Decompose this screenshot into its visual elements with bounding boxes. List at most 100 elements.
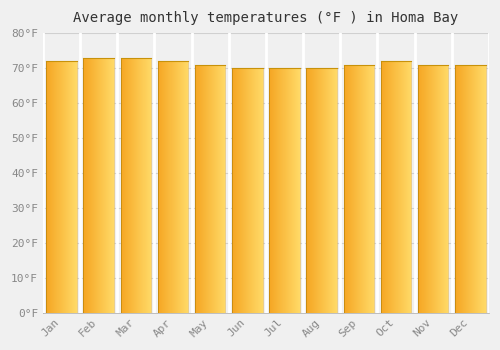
Bar <box>480 65 481 313</box>
Bar <box>473 65 474 313</box>
Bar <box>334 68 335 313</box>
Bar <box>92 58 93 313</box>
Bar <box>137 58 138 313</box>
Bar <box>314 68 315 313</box>
Bar <box>286 68 287 313</box>
Bar <box>98 58 99 313</box>
Bar <box>127 58 128 313</box>
Bar <box>143 58 144 313</box>
Bar <box>297 68 298 313</box>
Bar <box>59 61 60 313</box>
Bar <box>211 65 212 313</box>
Bar <box>311 68 312 313</box>
Bar <box>326 68 328 313</box>
Bar <box>207 65 208 313</box>
Bar <box>472 65 473 313</box>
Bar <box>212 65 213 313</box>
Bar <box>418 65 419 313</box>
Bar <box>385 61 386 313</box>
Bar <box>387 61 388 313</box>
Bar <box>353 65 354 313</box>
Bar <box>395 61 396 313</box>
Bar <box>349 65 350 313</box>
Bar <box>238 68 239 313</box>
Bar <box>74 61 75 313</box>
Bar <box>85 58 86 313</box>
Bar <box>233 68 234 313</box>
Bar <box>419 65 420 313</box>
Bar <box>398 61 399 313</box>
Bar <box>204 65 205 313</box>
Bar <box>438 65 439 313</box>
Bar <box>272 68 273 313</box>
Bar <box>69 61 70 313</box>
Bar <box>148 58 149 313</box>
Bar <box>131 58 132 313</box>
Bar <box>322 68 323 313</box>
Bar <box>200 65 201 313</box>
Bar <box>219 65 220 313</box>
Bar <box>365 65 366 313</box>
Bar <box>324 68 325 313</box>
Bar <box>443 65 444 313</box>
Bar <box>442 65 443 313</box>
Bar <box>181 61 182 313</box>
Bar <box>184 61 185 313</box>
Bar <box>422 65 423 313</box>
Bar <box>90 58 91 313</box>
Bar <box>251 68 252 313</box>
Bar <box>485 65 486 313</box>
Bar <box>215 65 216 313</box>
Bar <box>306 68 307 313</box>
Bar <box>350 65 351 313</box>
Bar <box>295 68 296 313</box>
Bar <box>91 58 92 313</box>
Bar <box>107 58 108 313</box>
Bar <box>234 68 235 313</box>
Bar <box>235 68 236 313</box>
Bar <box>333 68 334 313</box>
Bar <box>141 58 142 313</box>
Bar <box>260 68 261 313</box>
Bar <box>110 58 111 313</box>
Bar <box>199 65 200 313</box>
Bar <box>276 68 277 313</box>
Bar <box>149 58 150 313</box>
Bar <box>348 65 349 313</box>
Bar <box>245 68 246 313</box>
Bar <box>439 65 440 313</box>
Bar <box>209 65 210 313</box>
Bar <box>284 68 285 313</box>
Bar <box>428 65 429 313</box>
Bar <box>462 65 463 313</box>
Bar <box>84 58 85 313</box>
Bar <box>279 68 280 313</box>
Bar <box>216 65 217 313</box>
Bar <box>60 61 61 313</box>
Bar <box>130 58 131 313</box>
Bar <box>242 68 243 313</box>
Bar <box>455 65 456 313</box>
Bar <box>221 65 222 313</box>
Bar <box>197 65 198 313</box>
Bar <box>425 65 426 313</box>
Bar <box>244 68 245 313</box>
Bar <box>298 68 299 313</box>
Bar <box>158 61 159 313</box>
Bar <box>222 65 223 313</box>
Bar <box>53 61 54 313</box>
Bar <box>313 68 314 313</box>
Bar <box>388 61 389 313</box>
Bar <box>136 58 137 313</box>
Bar <box>307 68 308 313</box>
Bar <box>135 58 136 313</box>
Bar <box>360 65 361 313</box>
Bar <box>142 58 143 313</box>
Bar <box>369 65 370 313</box>
Bar <box>440 65 441 313</box>
Bar <box>201 65 202 313</box>
Bar <box>125 58 126 313</box>
Bar <box>441 65 442 313</box>
Bar <box>174 61 175 313</box>
Bar <box>456 65 457 313</box>
